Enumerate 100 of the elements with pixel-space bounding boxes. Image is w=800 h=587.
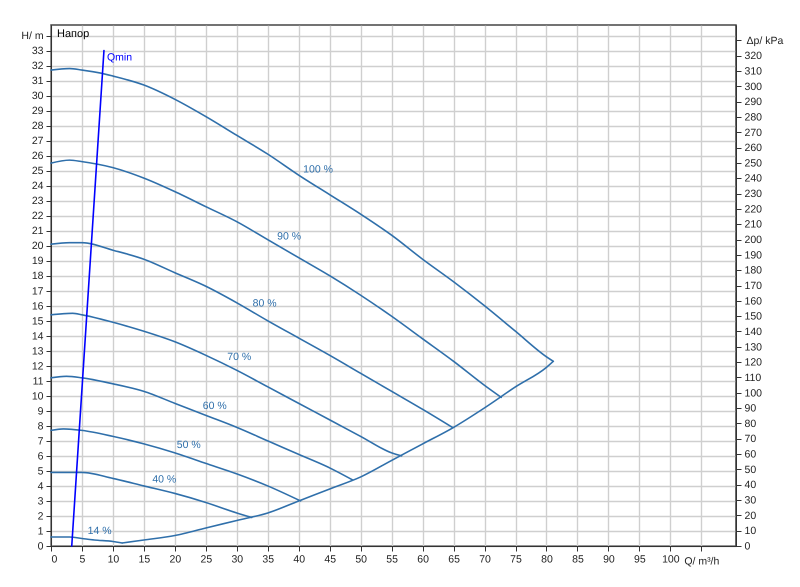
y2-tick-label: 220 [744,203,762,216]
y2-tick-label: 230 [744,188,762,200]
y-tick-label: 16 [32,300,44,312]
y2-tick-label: 130 [744,341,762,354]
x-tick-label: 70 [479,554,492,566]
y2-tick-label: 290 [744,96,762,108]
y-tick-label: 32 [32,60,44,72]
series-label: Qmin [106,52,132,64]
y-tick-label: 23 [32,195,44,208]
y2-tick-label: 210 [744,218,762,231]
x-tick-label: 80 [541,554,553,566]
x-tick-label: 100 [662,554,680,566]
y2-tick-label: 240 [744,172,762,185]
x-tick-label: 25 [200,554,212,566]
x-tick-label: 55 [386,554,398,566]
y2-tick-label: 200 [744,234,762,246]
x-tick-label: 75 [510,554,522,566]
x-tick-label: 10 [108,554,120,566]
y-tick-label: 26 [32,150,44,162]
y-tick-label: 0 [38,540,44,552]
y2-tick-label: 30 [744,494,756,507]
y2-tick-label: 50 [744,464,756,476]
x-tick-label: 60 [417,554,430,566]
x-tick-label: 30 [231,554,244,566]
y2-tick-label: 10 [744,525,756,538]
x-tick-label: 65 [448,554,460,566]
y2-tick-label: 110 [744,372,762,384]
y2-tick-label: 40 [744,479,756,492]
y-tick-label: 14 [32,330,44,342]
y2-tick-label: 310 [744,65,762,78]
y-tick-label: 6 [38,450,44,462]
y-axis-title: H/ m [21,30,44,42]
y-tick-label: 5 [38,465,44,478]
y-tick-label: 11 [32,375,44,388]
y2-tick-label: 80 [744,418,756,430]
y-tick-label: 12 [32,360,44,372]
y-tick-label: 2 [38,510,44,522]
y2-tick-label: 300 [744,80,762,93]
y2-tick-label: 270 [744,126,762,139]
x-tick-label: 50 [355,554,368,566]
y-tick-label: 3 [38,495,44,508]
y2-tick-label: 150 [744,310,762,323]
y2-tick-label: 0 [744,540,750,552]
series-label: 70 % [227,351,252,364]
x-tick-label: 45 [324,554,336,566]
y-tick-label: 33 [32,45,44,58]
x-tick-label: 90 [603,554,615,566]
x-tick-label: 35 [262,554,274,566]
y2-tick-label: 90 [744,402,756,415]
y2-tick-label: 20 [744,510,756,522]
series-label: 100 % [303,163,333,176]
series-label: 14 % [88,525,112,538]
y-tick-label: 28 [32,120,44,132]
series-label: 90 % [277,230,302,243]
y2-tick-label: 140 [744,326,762,338]
y2-tick-label: 60 [744,448,756,461]
x-tick-label: 0 [52,554,58,566]
y-tick-label: 18 [32,270,44,282]
series-label: 60 % [202,400,227,412]
y-tick-label: 29 [32,105,44,118]
y-tick-label: 8 [38,420,44,432]
y2-tick-label: 120 [744,356,762,369]
y-tick-label: 30 [32,90,44,102]
x-axis-title: Q/ m³/h [684,556,720,568]
y2-tick-label: 190 [744,249,762,262]
y-tick-label: 13 [32,345,44,358]
y2-tick-label: 320 [744,50,762,62]
y-tick-label: 4 [38,480,44,492]
y2-tick-label: 280 [744,111,762,124]
y2-tick-label: 260 [744,142,762,154]
y-tick-label: 20 [32,240,44,252]
y-tick-label: 10 [32,390,44,402]
y-tick-label: 17 [32,285,44,298]
y-tick-label: 31 [32,75,44,88]
y2-tick-label: 180 [744,264,762,277]
y2-tick-label: 170 [744,280,762,292]
series-label: 50 % [176,439,201,452]
y-tick-label: 25 [32,165,44,178]
x-tick-label: 20 [170,554,182,566]
y-tick-label: 1 [38,525,44,538]
x-tick-label: 15 [138,554,150,566]
chart-title: Напор [57,28,90,40]
series-label: 40 % [152,474,176,486]
y-tick-label: 21 [32,225,44,238]
y-tick-label: 22 [32,210,44,222]
y-tick-label: 27 [32,135,44,148]
x-tick-label: 85 [572,554,584,566]
y-tick-label: 15 [32,315,44,328]
x-tick-label: 40 [293,554,306,566]
series-label: 80 % [252,297,277,310]
y-tick-label: 24 [32,180,44,192]
y2-tick-label: 70 [744,433,756,446]
y-tick-label: 7 [38,435,44,448]
y-tick-label: 9 [38,405,44,418]
y2-tick-label: 160 [744,295,762,308]
x-tick-label: 95 [634,554,646,566]
y-tick-label: 19 [32,255,44,268]
x-tick-label: 5 [80,554,86,566]
y2-axis-title: Δp/ kPa [746,34,784,47]
y2-tick-label: 100 [744,387,762,400]
